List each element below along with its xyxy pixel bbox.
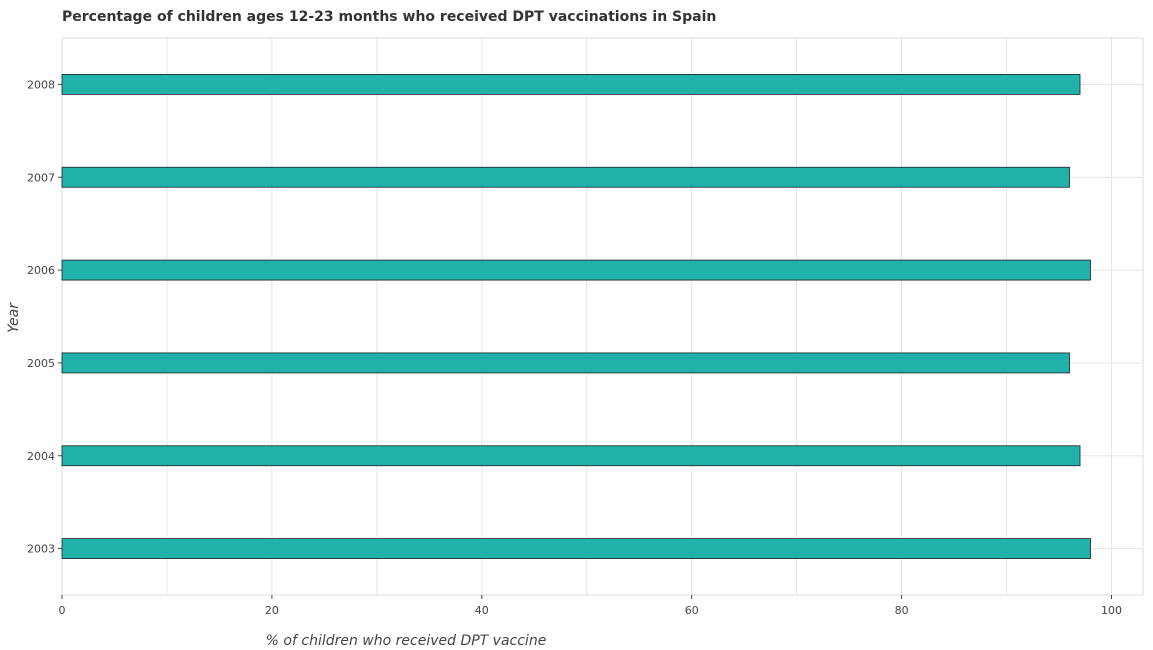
bar-2005 (61, 352, 1070, 374)
grid-lines (61, 37, 1144, 596)
x-tick-label: 60 (685, 604, 699, 617)
plot-border (61, 37, 1144, 596)
y-tick-label: 2005 (27, 357, 55, 370)
y-tick-label: 2004 (27, 450, 55, 463)
bar-2008 (61, 74, 1081, 95)
y-tick-label: 2006 (27, 264, 55, 277)
y-axis-label: Year (6, 302, 22, 333)
x-tick-label: 0 (59, 604, 66, 617)
chart-title: Percentage of children ages 12-23 months… (62, 9, 717, 25)
bars (61, 74, 1091, 559)
x-tick-label: 20 (265, 604, 279, 617)
bar-2007 (61, 166, 1070, 188)
y-axis-ticks: 2003 2004 2005 2006 2007 2008 (27, 78, 62, 556)
x-tick-label: 80 (895, 604, 909, 617)
bar-2006 (61, 259, 1091, 281)
bar-2004 (61, 445, 1081, 467)
x-axis-ticks: 0 20 40 60 80 100 (59, 595, 1122, 617)
x-tick-label: 40 (475, 604, 489, 617)
bar-2003 (61, 538, 1091, 559)
y-tick-label: 2008 (27, 78, 55, 91)
y-tick-label: 2007 (27, 171, 55, 184)
x-tick-label: 100 (1101, 604, 1122, 617)
x-axis-label: % of children who received DPT vaccine (266, 633, 547, 649)
y-tick-label: 2003 (27, 543, 55, 556)
